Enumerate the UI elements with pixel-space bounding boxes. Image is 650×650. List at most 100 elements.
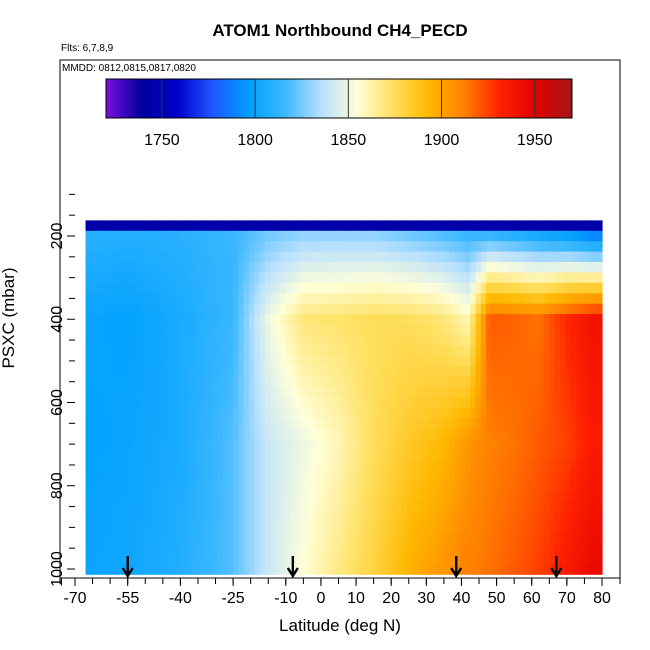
heatmap-cell	[190, 438, 197, 450]
heatmap-cell	[375, 314, 382, 326]
heatmap-cell	[159, 501, 166, 513]
heatmap-cell	[591, 303, 598, 315]
heatmap-cell	[512, 366, 519, 378]
x-tick-label: -10	[274, 590, 297, 607]
heatmap-cell	[148, 303, 155, 315]
heatmap-cell	[470, 480, 477, 492]
heatmap-cell	[159, 262, 166, 274]
heatmap-cell	[227, 407, 234, 419]
heatmap-cell	[591, 386, 598, 398]
heatmap-cell	[201, 428, 208, 440]
heatmap-cell	[407, 501, 413, 513]
heatmap-cell	[175, 397, 181, 409]
heatmap-cell	[501, 293, 508, 305]
heatmap-cell	[259, 407, 266, 419]
heatmap-cell	[407, 407, 413, 419]
heatmap-cell	[449, 334, 456, 346]
heatmap-cell	[507, 251, 514, 263]
heatmap-cell	[443, 324, 450, 336]
x-tick-label: 70	[558, 590, 576, 607]
heatmap-cell	[554, 470, 561, 482]
heatmap-cell	[312, 355, 319, 367]
heatmap-cell	[517, 314, 524, 326]
heatmap-cell	[291, 386, 297, 398]
heatmap-cell	[512, 428, 519, 440]
heatmap-cell	[501, 220, 508, 232]
heatmap-cell	[596, 282, 603, 294]
heatmap-cell	[554, 449, 561, 461]
heatmap-cell	[238, 251, 245, 263]
heatmap-cell	[559, 542, 566, 554]
heatmap-cell	[301, 220, 308, 232]
heatmap-cell	[522, 397, 529, 409]
heatmap-cell	[222, 355, 229, 367]
heatmap-cell	[559, 501, 566, 513]
heatmap-cell	[96, 230, 102, 242]
heatmap-cell	[554, 241, 561, 253]
heatmap-cell	[106, 366, 113, 378]
heatmap-cell	[312, 314, 319, 326]
heatmap-cell	[549, 438, 556, 450]
x-tick-label: -70	[63, 590, 86, 607]
heatmap-cell	[333, 293, 340, 305]
heatmap-cell	[217, 241, 224, 253]
heatmap-cell	[375, 459, 382, 471]
heatmap-cell	[343, 262, 350, 274]
heatmap-cell	[438, 511, 445, 523]
heatmap-cell	[496, 449, 503, 461]
heatmap-cell	[227, 324, 234, 336]
heatmap-cell	[132, 532, 139, 544]
heatmap-cell	[275, 449, 282, 461]
heatmap-cell	[143, 282, 150, 294]
heatmap-cell	[169, 407, 176, 419]
heatmap-cell	[580, 428, 587, 440]
heatmap-cell	[317, 345, 324, 357]
heatmap-cell	[591, 251, 598, 263]
heatmap-cell	[364, 470, 371, 482]
heatmap-cell	[380, 522, 387, 534]
heatmap-cell	[391, 272, 398, 284]
heatmap-cell	[528, 334, 535, 346]
heatmap-cell	[238, 501, 245, 513]
heatmap-cell	[412, 386, 419, 398]
heatmap-cell	[169, 293, 176, 305]
heatmap-cell	[96, 449, 102, 461]
heatmap-cell	[491, 220, 498, 232]
heatmap-cell	[180, 532, 187, 544]
heatmap-cell	[159, 438, 166, 450]
heatmap-cell	[206, 542, 213, 554]
heatmap-cell	[407, 542, 413, 554]
heatmap-cell	[169, 272, 176, 284]
heatmap-cell	[470, 262, 477, 274]
heatmap-cell	[190, 334, 197, 346]
heatmap-cell	[459, 553, 466, 565]
heatmap-cell	[238, 418, 245, 430]
heatmap-cell	[454, 397, 461, 409]
heatmap-cell	[317, 438, 324, 450]
heatmap-cell	[269, 449, 276, 461]
heatmap-cell	[327, 397, 334, 409]
heatmap-cell	[517, 345, 524, 357]
heatmap-cell	[206, 438, 213, 450]
heatmap-cell	[201, 553, 208, 565]
heatmap-cell	[480, 563, 487, 575]
heatmap-cell	[243, 418, 250, 430]
heatmap-cell	[401, 418, 408, 430]
heatmap-cell	[169, 418, 176, 430]
heatmap-cell	[349, 386, 355, 398]
heatmap-cell	[443, 490, 450, 502]
heatmap-cell	[164, 293, 171, 305]
heatmap-cell	[517, 220, 524, 232]
heatmap-cell	[206, 230, 213, 242]
heatmap-cell	[570, 428, 577, 440]
heatmap-cell	[533, 511, 540, 523]
heatmap-cell	[470, 324, 477, 336]
heatmap-cell	[122, 407, 129, 419]
heatmap-cell	[459, 522, 466, 534]
heatmap-cell	[586, 397, 593, 409]
heatmap-cell	[507, 293, 514, 305]
heatmap-cell	[117, 345, 124, 357]
heatmap-cell	[480, 303, 487, 315]
heatmap-cell	[580, 501, 587, 513]
heatmap-cell	[291, 314, 297, 326]
